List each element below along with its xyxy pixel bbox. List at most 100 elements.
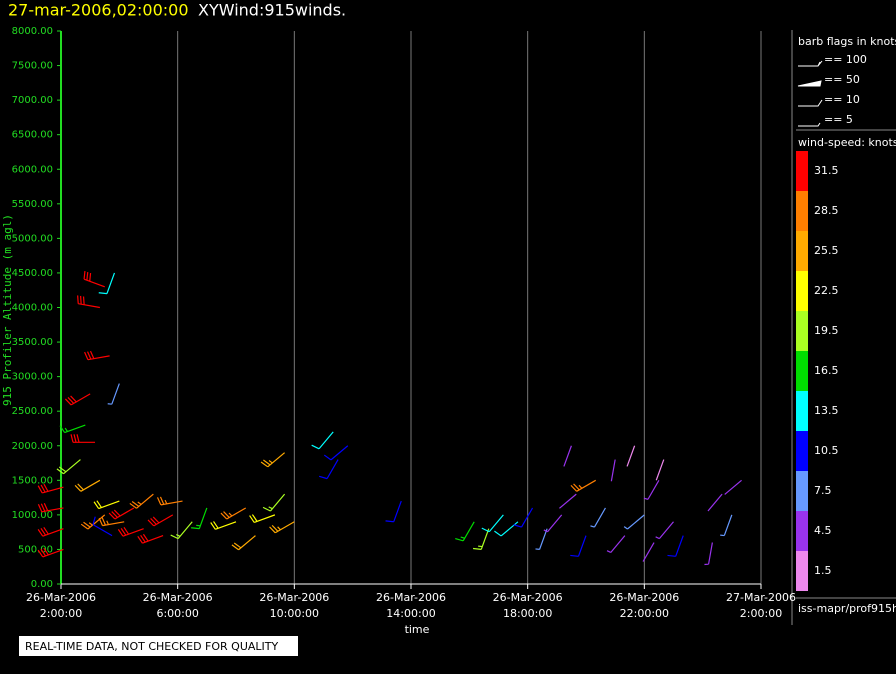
colorbar-swatch <box>796 471 808 511</box>
wind-barb <box>535 528 548 550</box>
colorbar-swatch <box>796 351 808 391</box>
legend-item: == 10 <box>824 93 860 106</box>
y-tick-label: 3000.00 <box>12 372 53 383</box>
wind-barb <box>70 434 96 443</box>
y-tick-label: 2500.00 <box>12 406 53 417</box>
chart-title: XYWind:915winds. <box>198 1 346 20</box>
wind-barb <box>129 493 154 509</box>
wind-barb <box>707 493 723 512</box>
x-tick-date: 26-Mar-2006 <box>143 591 213 604</box>
wind-barb <box>156 496 183 506</box>
wind-barb <box>385 500 402 523</box>
wind-barb <box>64 393 91 406</box>
legend-item: == 5 <box>824 113 853 126</box>
wind-barb <box>724 479 742 495</box>
colorbar-swatch <box>796 191 808 231</box>
y-tick-label: 8000.00 <box>12 26 53 37</box>
wind-barb <box>107 383 120 405</box>
colorbar-swatch <box>796 551 808 591</box>
wind-barb <box>559 493 577 509</box>
colorbar-label: 19.5 <box>814 324 839 337</box>
colorbar-label: 1.5 <box>814 564 832 577</box>
barb-icon <box>798 60 823 67</box>
x-tick-date: 26-Mar-2006 <box>26 591 96 604</box>
x-tick-time: 18:00:00 <box>503 607 552 620</box>
wind-barb <box>513 507 534 528</box>
quality-note: REAL-TIME DATA, NOT CHECKED FOR QUALITY <box>25 640 279 653</box>
x-tick-time: 2:00:00 <box>40 607 82 620</box>
wind-barb <box>610 459 616 482</box>
wind-barb <box>220 507 247 520</box>
wind-barb <box>249 514 276 523</box>
colorbar-label: 10.5 <box>814 444 839 457</box>
y-tick-label: 4500.00 <box>12 268 53 279</box>
wind-barb <box>643 480 660 500</box>
chart-subtitle: 27-mar-2006,02:00:00 <box>8 1 189 20</box>
wind-barb <box>318 459 339 480</box>
x-tick-time: 10:00:00 <box>270 607 319 620</box>
colorbar-label: 16.5 <box>814 364 839 377</box>
y-tick-label: 3500.00 <box>12 337 53 348</box>
colorbar-swatch <box>796 311 808 351</box>
y-tick-label: 7000.00 <box>12 95 53 106</box>
colorbar-label: 25.5 <box>814 244 839 257</box>
colorbar-label: 4.5 <box>814 524 832 537</box>
colorbar-label: 28.5 <box>814 204 839 217</box>
y-tick-label: 5000.00 <box>12 233 53 244</box>
wind-barb <box>543 514 563 533</box>
wind-barb <box>147 514 174 527</box>
x-tick-date: 27-Mar-2006 <box>726 591 796 604</box>
legend-item: == 50 <box>824 73 860 86</box>
y-tick-label: 2000.00 <box>12 441 53 452</box>
y-tick-label: 1000.00 <box>12 510 53 521</box>
wind-barb <box>655 521 674 540</box>
wind-barb <box>494 521 519 537</box>
y-tick-label: 7500.00 <box>12 61 53 72</box>
x-tick-date: 26-Mar-2006 <box>493 591 563 604</box>
barb-legend-icons <box>797 60 823 127</box>
wind-barb <box>323 445 349 461</box>
wind-barb <box>481 514 504 533</box>
wind-barb <box>626 445 636 467</box>
x-axis-label: time <box>405 623 430 636</box>
y-tick-label: 5500.00 <box>12 199 53 210</box>
x-tick-time: 22:00:00 <box>620 607 669 620</box>
wind-barb <box>37 547 64 558</box>
wind-barb <box>98 272 116 295</box>
wind-barb <box>108 507 135 520</box>
y-axis-label: 915 Profiler Altitude (m agl) <box>1 214 14 406</box>
wind-barb <box>455 521 475 542</box>
wind-barb <box>704 542 713 566</box>
x-tick-date: 26-Mar-2006 <box>376 591 446 604</box>
colorbar-swatch <box>796 151 808 191</box>
colorbar-swatch <box>796 511 808 551</box>
y-tick-label: 4000.00 <box>12 303 53 314</box>
wind-barb <box>59 424 86 434</box>
colorbar-label: 7.5 <box>814 484 832 497</box>
wind-barb <box>472 528 490 550</box>
wind-barb <box>83 270 105 288</box>
colorbar-swatch <box>796 231 808 271</box>
x-tick-date: 26-Mar-2006 <box>259 591 329 604</box>
wind-barb <box>191 507 208 530</box>
wind-barb <box>642 542 655 562</box>
wind-barb <box>667 535 684 557</box>
y-tick-label: 6000.00 <box>12 164 53 175</box>
wind-barb <box>269 521 295 534</box>
barb-icon <box>798 122 821 127</box>
colorbar-label: 13.5 <box>814 404 839 417</box>
x-tick-time: 14:00:00 <box>386 607 435 620</box>
colorbar-swatch <box>796 431 808 471</box>
wind-barb <box>590 507 606 528</box>
barb-icon <box>797 80 822 87</box>
wind-barb <box>570 479 597 492</box>
wind-barb <box>117 527 144 537</box>
wind-barb <box>137 533 164 544</box>
note-box <box>19 636 298 656</box>
x-tick-date: 26-Mar-2006 <box>609 591 679 604</box>
wind-barb <box>655 459 665 481</box>
y-tick-label: 0.00 <box>31 579 53 590</box>
source-label: iss-mapr/prof915h <box>798 602 896 615</box>
legend-title: barb flags in knots <box>798 35 896 48</box>
wind-barb <box>623 514 645 530</box>
